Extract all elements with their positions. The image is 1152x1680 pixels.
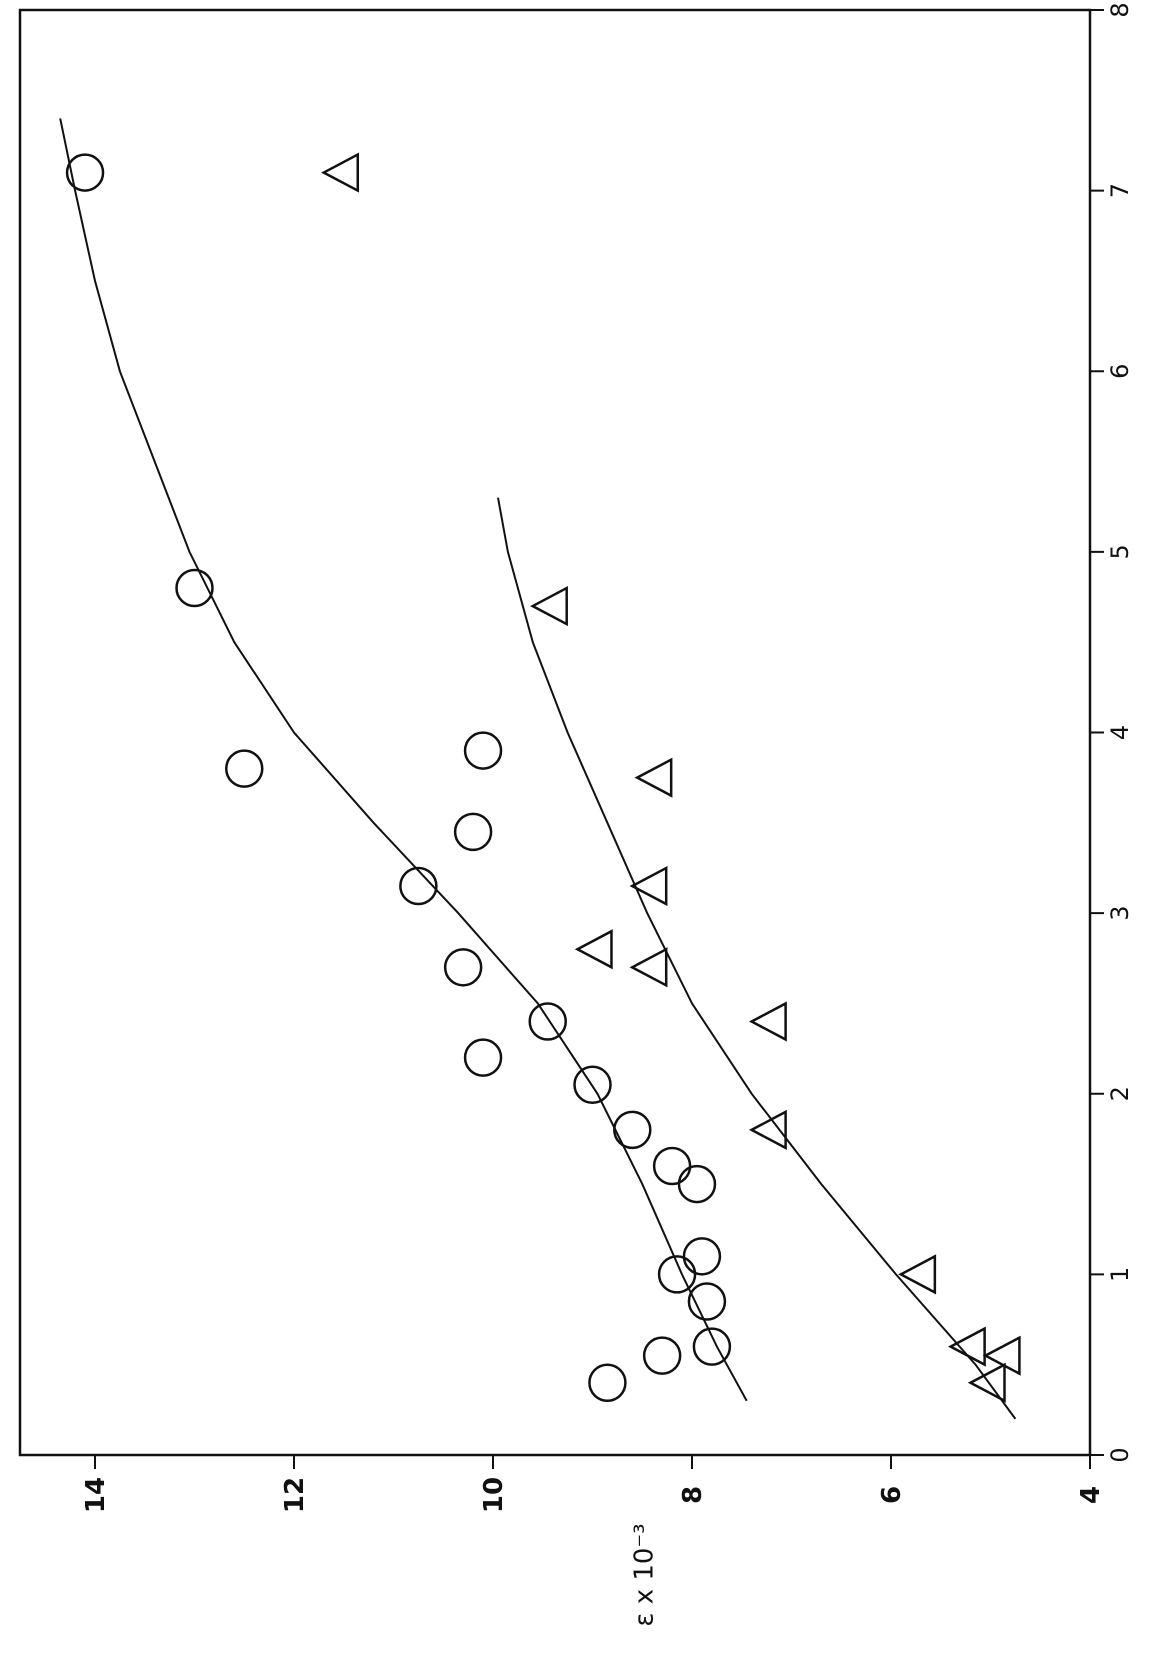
x-tick-label: 0: [1106, 1447, 1134, 1462]
axis-labels: ε x 10⁻³: [629, 1523, 659, 1626]
triangle-series-curve: [497, 497, 1017, 1420]
circle-point: [463, 731, 503, 770]
x-tick-label: 2: [1106, 1086, 1134, 1101]
x-tick-label: 1: [1106, 1267, 1134, 1282]
triangle-point: [982, 1335, 1021, 1376]
plot-frame: [18, 8, 1092, 1457]
data-points: [65, 152, 1021, 1403]
triangle-point: [574, 929, 613, 970]
y-tick-label: 12: [280, 1477, 310, 1513]
circle-point: [613, 1110, 652, 1150]
triangle-point: [629, 947, 668, 988]
fit-curves: [59, 118, 1017, 1420]
triangle-point: [634, 757, 673, 798]
y-tick-label: 4: [1076, 1486, 1106, 1504]
y-tick-label: 6: [877, 1486, 907, 1504]
circle-point: [175, 568, 214, 608]
triangle-point: [947, 1326, 986, 1367]
y-axis-label: ε x 10⁻³: [629, 1523, 659, 1626]
y-tick-label: 8: [678, 1486, 708, 1504]
x-tick-label: 3: [1106, 905, 1134, 920]
x-tick-label: 5: [1106, 544, 1134, 559]
y-tick-label: 10: [479, 1477, 509, 1513]
x-tick-label: 4: [1106, 725, 1134, 740]
x-tick-label: 8: [1106, 2, 1134, 17]
circle-point: [443, 948, 483, 987]
triangle-point: [898, 1254, 937, 1295]
triangle-point: [967, 1362, 1006, 1403]
circle-point: [225, 749, 264, 788]
triangle-point: [321, 152, 359, 193]
circle-point: [453, 812, 493, 852]
triangle-point: [530, 585, 568, 627]
triangle-point: [748, 1109, 787, 1150]
circle-point: [463, 1038, 503, 1077]
circle-point: [687, 1282, 727, 1321]
circle-point: [65, 153, 105, 192]
circle-series-curve: [59, 118, 748, 1402]
x-tick-label: 6: [1106, 364, 1134, 379]
circle-point: [652, 1146, 692, 1186]
triangle-point: [748, 1001, 787, 1042]
y-tick-label: 14: [81, 1477, 111, 1513]
circle-point: [692, 1327, 732, 1366]
circle-point: [573, 1065, 612, 1104]
circle-point: [588, 1363, 627, 1402]
circle-point: [682, 1237, 722, 1276]
x-tick-label: 7: [1106, 183, 1134, 198]
plot-border: [18, 8, 1092, 1457]
circle-point: [677, 1164, 717, 1204]
circle-point: [528, 1002, 567, 1041]
circle-point: [657, 1255, 697, 1294]
triangle-point: [629, 865, 668, 907]
circle-point: [642, 1336, 682, 1375]
circle-point: [399, 866, 438, 906]
